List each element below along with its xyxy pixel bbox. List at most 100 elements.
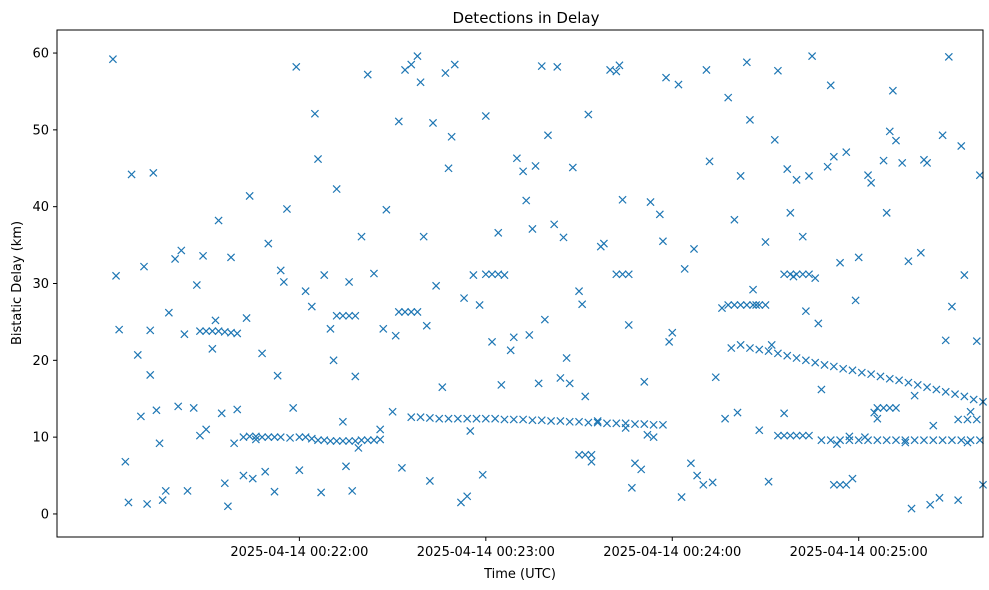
data-point — [307, 434, 316, 443]
data-point — [721, 414, 730, 423]
data-point — [658, 237, 667, 246]
data-point — [836, 480, 845, 489]
data-point — [587, 450, 596, 459]
data-point — [938, 436, 947, 445]
data-point — [602, 419, 612, 428]
data-point — [711, 373, 720, 382]
data-point — [180, 330, 189, 339]
data-point — [351, 372, 360, 381]
data-point — [155, 439, 164, 448]
data-point — [565, 417, 574, 426]
data-point — [270, 433, 279, 442]
data-point — [391, 331, 400, 340]
data-point — [708, 478, 717, 487]
data-point — [202, 425, 211, 434]
data-point — [506, 346, 515, 355]
data-point — [242, 314, 251, 323]
data-point — [139, 262, 149, 271]
data-point — [208, 344, 217, 353]
data-point — [543, 131, 552, 140]
data-point — [792, 175, 801, 184]
data-point — [444, 164, 453, 173]
data-point — [559, 233, 568, 242]
data-point — [248, 474, 257, 483]
data-point — [270, 487, 279, 496]
data-point — [199, 251, 208, 260]
data-point — [842, 480, 851, 489]
data-point — [276, 266, 285, 275]
data-point — [941, 387, 950, 396]
data-point — [606, 65, 615, 74]
data-point — [851, 296, 860, 305]
data-point — [581, 450, 590, 459]
data-point — [553, 62, 562, 71]
data-point — [621, 423, 630, 432]
data-point — [211, 316, 220, 325]
data-point — [972, 337, 981, 346]
data-point — [388, 407, 397, 416]
data-point — [655, 210, 664, 219]
data-point — [665, 337, 674, 346]
data-point — [481, 112, 490, 121]
data-point — [488, 270, 497, 279]
data-point — [332, 311, 341, 320]
data-point — [938, 131, 947, 140]
data-point — [481, 414, 490, 423]
chart-title: Detections in Delay — [453, 9, 600, 27]
data-point — [860, 433, 869, 442]
data-point — [363, 70, 372, 79]
data-point — [885, 127, 894, 136]
data-point — [618, 195, 627, 204]
data-point — [149, 168, 158, 177]
data-point — [174, 402, 183, 411]
data-point — [811, 358, 820, 367]
data-point — [826, 81, 835, 90]
data-point — [804, 270, 814, 279]
data-point — [637, 465, 646, 474]
data-point — [338, 311, 347, 320]
data-point — [761, 237, 770, 247]
data-point — [957, 141, 966, 151]
data-point — [416, 78, 425, 87]
data-point — [537, 416, 546, 425]
data-point — [444, 414, 453, 423]
data-point — [307, 302, 316, 311]
data-point — [258, 349, 267, 358]
data-point — [146, 326, 155, 335]
data-point — [612, 419, 621, 428]
data-point — [295, 433, 304, 442]
data-point — [798, 232, 807, 241]
data-point — [919, 436, 928, 445]
data-point — [575, 417, 584, 426]
data-point — [351, 311, 360, 320]
data-point — [935, 493, 944, 502]
data-point — [873, 436, 882, 445]
y-tick-label: 50 — [32, 123, 49, 138]
data-point — [817, 385, 826, 394]
data-point — [313, 155, 323, 164]
data-point — [397, 463, 406, 472]
data-point — [780, 270, 789, 279]
data-point — [587, 457, 596, 466]
data-point — [562, 353, 571, 363]
data-point — [522, 196, 531, 205]
data-point — [640, 377, 649, 386]
data-point — [332, 436, 341, 446]
data-point — [195, 327, 204, 336]
data-point — [447, 132, 456, 141]
data-point — [951, 390, 960, 399]
data-point — [320, 271, 329, 280]
data-point — [509, 415, 518, 424]
data-point — [540, 315, 549, 324]
data-point — [491, 414, 500, 423]
data-point — [867, 178, 876, 187]
data-point — [413, 307, 422, 316]
data-point — [394, 117, 403, 126]
data-point — [649, 433, 658, 442]
data-point — [500, 271, 509, 280]
data-point — [845, 432, 854, 441]
data-point — [801, 356, 810, 365]
data-point — [857, 368, 866, 377]
data-point — [786, 431, 795, 440]
data-point — [842, 148, 851, 157]
